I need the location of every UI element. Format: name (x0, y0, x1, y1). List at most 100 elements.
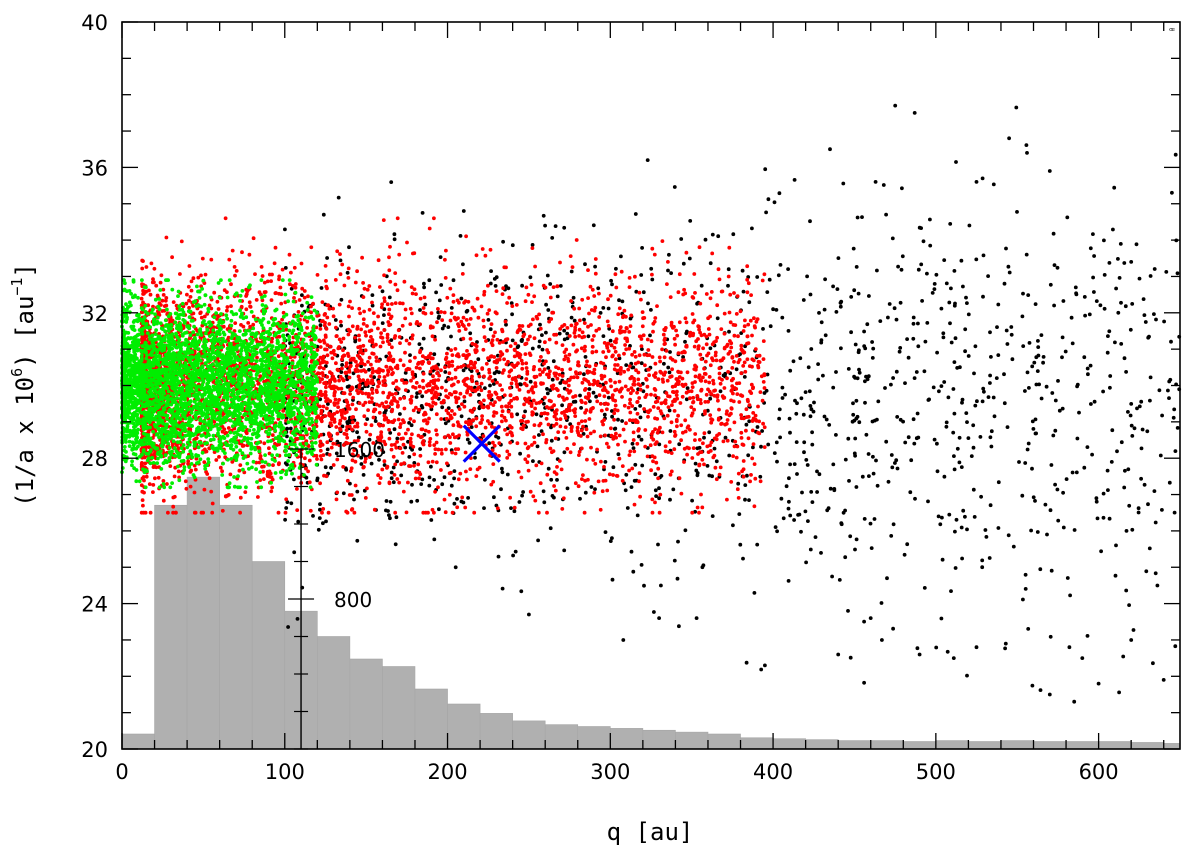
scatter-point (937, 389, 941, 394)
scatter-point (308, 508, 313, 513)
scatter-point (472, 365, 477, 370)
scatter-point (286, 625, 290, 629)
scatter-point (745, 290, 750, 295)
scatter-point (1129, 260, 1134, 264)
scatter-point (627, 453, 632, 457)
scatter-point (1005, 342, 1010, 346)
scatter-point (917, 652, 922, 657)
scatter-point (629, 386, 634, 390)
scatter-point (1010, 357, 1015, 362)
scatter-point (423, 302, 428, 307)
scatter-point (230, 248, 235, 253)
scatter-point (963, 514, 967, 519)
scatter-point (585, 457, 589, 462)
scatter-point (691, 395, 696, 400)
scatter-point (801, 298, 806, 302)
scatter-point (533, 264, 537, 269)
scatter-point (869, 546, 874, 550)
scatter-point (780, 315, 785, 320)
scatter-point (396, 417, 401, 422)
scatter-point (763, 167, 768, 172)
scatter-point (659, 583, 663, 588)
scatter-point (1129, 638, 1134, 642)
scatter-point (624, 421, 628, 426)
scatter-point (839, 346, 843, 351)
scatter-point (718, 389, 723, 394)
scatter-point (795, 401, 799, 406)
scatter-point (519, 589, 524, 594)
histogram-bar (740, 737, 774, 750)
scatter-point (520, 283, 524, 288)
scatter-point (606, 395, 611, 400)
scatter-point (470, 410, 475, 414)
scatter-point (611, 473, 615, 477)
scatter-point (731, 523, 735, 528)
scatter-point (809, 490, 814, 494)
scatter-point (258, 478, 263, 482)
scatter-point (624, 314, 628, 319)
scatter-point (410, 370, 415, 374)
scatter-point (1115, 449, 1119, 454)
scatter-point (629, 391, 633, 396)
scatter-point (1152, 267, 1157, 271)
scatter-point (455, 505, 460, 510)
scatter-point (166, 510, 170, 515)
scatter-point (387, 295, 392, 300)
scatter-point (616, 452, 621, 457)
scatter-point (846, 436, 851, 441)
scatter-point (545, 387, 549, 391)
scatter-point (891, 626, 895, 631)
scatter-point (469, 425, 474, 429)
scatter-point (617, 456, 622, 461)
scatter-point (875, 483, 880, 488)
scatter-point (610, 329, 615, 334)
scatter-point (585, 434, 590, 439)
scatter-point (407, 455, 412, 459)
scatter-point (743, 483, 748, 487)
scatter-point (340, 424, 345, 429)
scatter-point (407, 421, 411, 425)
scatter-point (158, 280, 163, 285)
scatter-point (1023, 572, 1028, 577)
scatter-point (413, 355, 417, 360)
scatter-point (151, 277, 155, 281)
scatter-point (541, 489, 546, 494)
scatter-point (670, 403, 674, 407)
scatter-point (306, 294, 310, 299)
scatter-point (594, 394, 598, 399)
scatter-point (392, 232, 397, 237)
scatter-point (883, 386, 887, 390)
scatter-point (499, 413, 504, 418)
scatter-point (942, 380, 947, 384)
scatter-point (315, 273, 320, 277)
scatter-point (410, 482, 414, 487)
scatter-point (454, 317, 458, 322)
scatter-point (627, 330, 632, 334)
scatter-point (244, 431, 249, 436)
scatter-point (538, 421, 543, 426)
scatter-point (277, 461, 281, 466)
scatter-point (847, 479, 851, 483)
scatter-point (198, 311, 203, 316)
scatter-point (1106, 334, 1110, 338)
scatter-point (328, 384, 332, 389)
scatter-point (360, 255, 364, 260)
scatter-point (535, 444, 540, 449)
scatter-point (843, 508, 847, 513)
scatter-point (572, 318, 577, 323)
scatter-point (631, 365, 636, 370)
scatter-point (809, 407, 814, 412)
scatter-point (600, 419, 605, 424)
scatter-point (475, 369, 480, 373)
scatter-point (656, 396, 661, 400)
scatter-point (610, 282, 614, 287)
scatter-point (387, 391, 392, 396)
scatter-point (461, 500, 466, 505)
scatter-point (508, 344, 513, 348)
scatter-point (786, 506, 791, 511)
scatter-point (953, 301, 957, 306)
scatter-point (1072, 699, 1077, 704)
scatter-point (363, 348, 368, 353)
scatter-point (760, 398, 765, 403)
scatter-point (526, 389, 531, 394)
